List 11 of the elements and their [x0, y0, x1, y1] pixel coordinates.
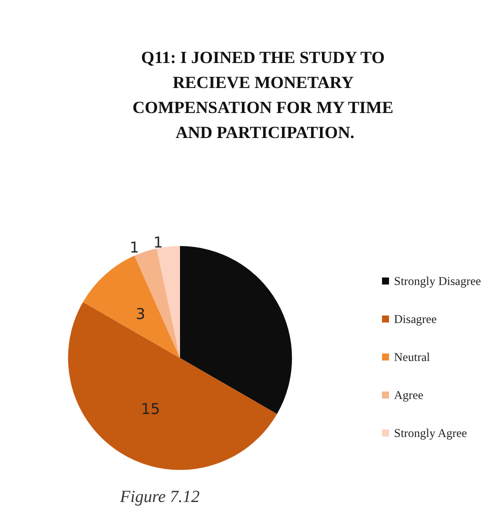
data-label: 1 — [130, 238, 140, 257]
caption: Figure 7.12 — [119, 487, 200, 506]
legend-label: Neutral — [394, 350, 431, 364]
legend-label: Strongly Agree — [394, 426, 468, 440]
chart-title: Q11: I JOINED THE STUDY TO RECIEVE MONETARY COMPENSATION FOR MY TIME AND PARTICIPATION. — [132, 48, 398, 142]
legend-label: Disagree — [394, 312, 437, 326]
legend-label: Strongly Disagree — [394, 274, 481, 288]
legend-label: Agree — [394, 388, 424, 402]
data-label: 3 — [136, 305, 146, 324]
data-label: 15 — [140, 400, 160, 418]
data-label: 1 — [153, 234, 163, 252]
